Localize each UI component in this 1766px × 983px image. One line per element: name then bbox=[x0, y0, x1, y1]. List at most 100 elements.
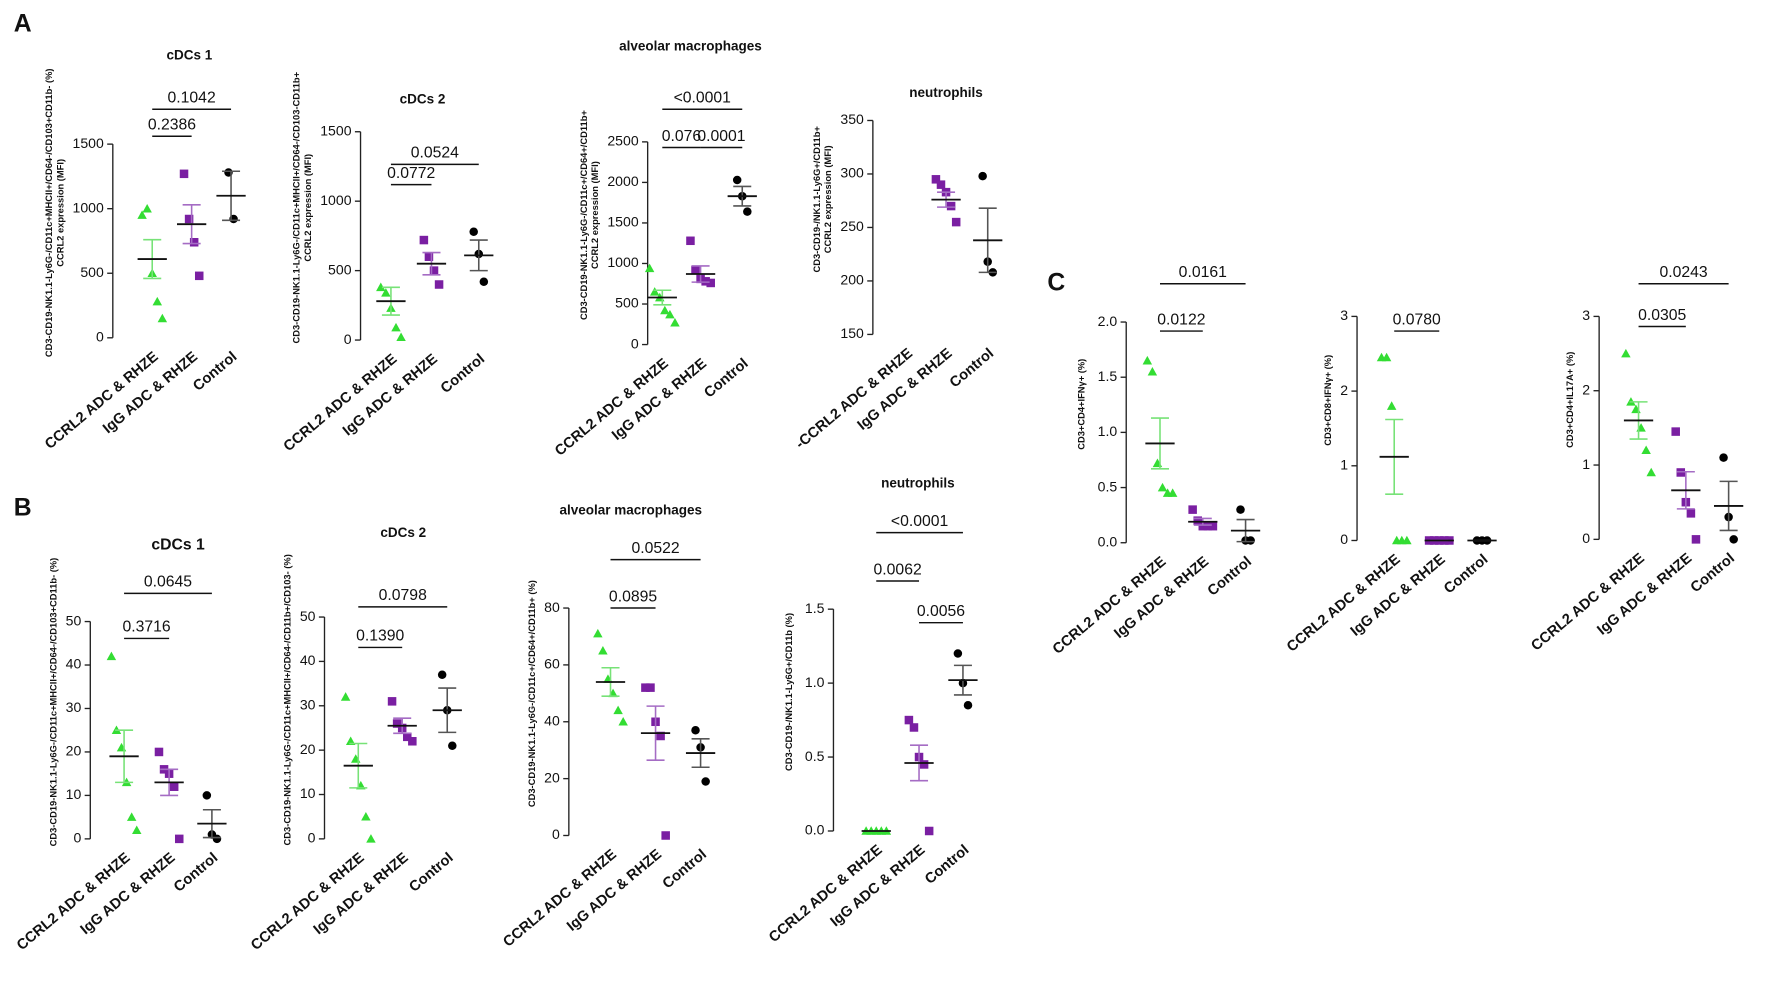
y-axis-label: CD3-CD19-NK1.1-Ly6G-/CD11c+MHCII+/CD64-/… bbox=[49, 558, 59, 847]
chart-title: alveolar macrophages bbox=[559, 503, 702, 518]
y-tick-label: 2 bbox=[1340, 382, 1348, 398]
y-tick-label: 350 bbox=[840, 111, 864, 127]
y-tick-label: 0 bbox=[73, 830, 81, 846]
y-tick-label: 500 bbox=[328, 261, 352, 277]
y-tick-label: 10 bbox=[300, 785, 316, 801]
data-point bbox=[391, 322, 401, 332]
chart-title: cDCs 1 bbox=[151, 536, 205, 553]
data-point bbox=[953, 649, 963, 658]
data-point bbox=[1381, 352, 1392, 362]
data-point bbox=[661, 831, 670, 840]
y-tick-label: 0 bbox=[96, 329, 104, 345]
data-point bbox=[1157, 482, 1168, 492]
data-point bbox=[919, 760, 929, 769]
y-axis-label: CCRL2 expression (MFI) bbox=[823, 145, 833, 253]
y-tick-label: 50 bbox=[300, 608, 316, 624]
chart-title: cDCs 1 bbox=[166, 48, 212, 63]
y-tick-label: 30 bbox=[66, 699, 82, 715]
data-point bbox=[403, 732, 412, 742]
data-point bbox=[701, 777, 710, 786]
data-point bbox=[479, 277, 489, 286]
y-tick-label: 0 bbox=[1340, 531, 1348, 547]
data-point bbox=[396, 332, 406, 342]
y-tick-label: 200 bbox=[840, 272, 864, 288]
y-tick-label: 2 bbox=[1582, 381, 1590, 397]
data-point bbox=[1402, 535, 1412, 545]
data-point bbox=[1621, 348, 1631, 358]
y-tick-label: 0.0 bbox=[1098, 533, 1118, 549]
y-tick-label: 1500 bbox=[73, 135, 104, 151]
data-point bbox=[951, 217, 961, 227]
data-point bbox=[1142, 355, 1153, 365]
data-point bbox=[706, 278, 715, 288]
p-value: 0.0056 bbox=[917, 603, 965, 620]
data-point bbox=[137, 210, 147, 219]
data-point bbox=[1641, 445, 1651, 454]
data-point bbox=[644, 263, 655, 273]
y-tick-label: 3 bbox=[1340, 307, 1348, 323]
data-point bbox=[1719, 453, 1728, 462]
p-value: <0.0001 bbox=[674, 89, 731, 106]
y-tick-label: 1000 bbox=[607, 254, 638, 270]
p-value: 0.1042 bbox=[168, 89, 216, 106]
data-point bbox=[424, 252, 434, 261]
y-tick-label: 30 bbox=[300, 696, 316, 712]
y-tick-label: 1 bbox=[1340, 457, 1348, 473]
x-tick-label: Control bbox=[660, 847, 710, 893]
y-tick-label: 1.5 bbox=[1098, 368, 1118, 384]
y-tick-label: 0.0 bbox=[805, 822, 825, 838]
data-point bbox=[1646, 467, 1656, 477]
x-tick-label: Control bbox=[190, 349, 240, 395]
data-point bbox=[670, 317, 680, 327]
y-tick-label: 0 bbox=[631, 335, 639, 351]
p-value: 0.1390 bbox=[356, 628, 404, 645]
data-point bbox=[1147, 366, 1158, 376]
data-point bbox=[419, 235, 429, 245]
chart-title: cDCs 2 bbox=[400, 92, 446, 107]
data-point bbox=[649, 287, 660, 296]
data-point bbox=[434, 280, 444, 289]
data-point bbox=[381, 288, 391, 297]
y-tick-label: 1 bbox=[1582, 456, 1590, 472]
x-tick-label: Control bbox=[1205, 554, 1255, 600]
y-tick-label: 20 bbox=[544, 769, 560, 785]
y-tick-label: 1500 bbox=[320, 122, 351, 138]
p-value: 0.0122 bbox=[1157, 311, 1205, 328]
y-axis-label: CCRL2 expression (MFI) bbox=[55, 159, 65, 267]
data-point bbox=[202, 791, 212, 800]
y-axis-label: CD3-CD19-NK1.1-Ly6G-/CD11c+MHCII+/CD64-/… bbox=[283, 554, 293, 845]
panel-label: A bbox=[14, 11, 32, 38]
p-value: 0.3716 bbox=[123, 619, 171, 636]
y-axis-label: CCRL2 expression (MFI) bbox=[303, 154, 313, 262]
y-tick-label: 10 bbox=[66, 786, 82, 802]
data-point bbox=[169, 782, 179, 791]
y-tick-label: 40 bbox=[300, 652, 316, 668]
data-point bbox=[924, 826, 934, 836]
y-tick-label: 300 bbox=[840, 165, 864, 181]
y-tick-label: 80 bbox=[544, 599, 560, 615]
y-axis-label: CD3-CD19-/NK1.1-Ly6G+/CD11b+ bbox=[812, 126, 822, 273]
y-tick-label: 20 bbox=[66, 743, 82, 759]
y-tick-label: 40 bbox=[66, 656, 82, 672]
p-value: 0.0522 bbox=[631, 540, 679, 557]
chart-title: alveolar macrophages bbox=[619, 39, 762, 54]
data-point bbox=[613, 705, 623, 715]
y-axis-label: CD3-CD19-NK1.1-Ly6G-/CD11c+MHCII+/CD64-/… bbox=[292, 71, 302, 343]
p-value: 0.0798 bbox=[379, 587, 427, 604]
p-value: 0.0772 bbox=[387, 165, 435, 182]
data-point bbox=[157, 313, 168, 323]
data-point bbox=[1188, 505, 1197, 514]
y-tick-label: 250 bbox=[840, 218, 864, 234]
data-point bbox=[1236, 505, 1245, 514]
data-point bbox=[1691, 535, 1701, 544]
p-value: 0.0895 bbox=[609, 588, 657, 605]
y-tick-label: 20 bbox=[300, 741, 316, 757]
data-point bbox=[469, 227, 478, 236]
data-point bbox=[152, 296, 163, 306]
data-point bbox=[936, 180, 946, 189]
y-tick-label: 0.5 bbox=[1098, 478, 1118, 494]
data-point bbox=[142, 203, 152, 213]
y-tick-label: 1.5 bbox=[805, 600, 825, 616]
data-point bbox=[1208, 521, 1218, 531]
